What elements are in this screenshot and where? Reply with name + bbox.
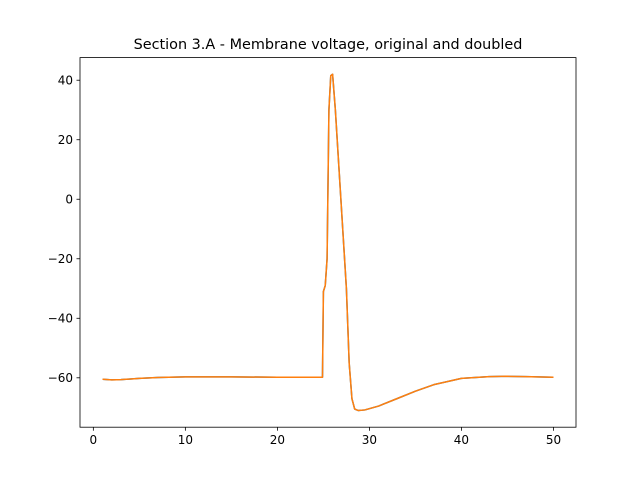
- series-layer: [102, 73, 554, 412]
- y-tick-label: −60: [48, 371, 73, 385]
- series-line-1: [102, 73, 554, 412]
- x-axis: 0 10 20 30 40 50: [90, 427, 561, 447]
- chart-title: Section 3.A - Membrane voltage, original…: [134, 37, 523, 53]
- y-axis: −60 −40 −20 0 20 40: [48, 74, 80, 385]
- y-tick-label: 0: [65, 193, 73, 207]
- y-tick-label: −20: [48, 252, 73, 266]
- x-tick-label: 10: [178, 433, 193, 447]
- y-tick-label: 40: [58, 74, 73, 88]
- x-tick-label: 40: [454, 433, 469, 447]
- x-tick-label: 30: [362, 433, 377, 447]
- x-tick-label: 20: [270, 433, 285, 447]
- plot-area-frame: [79, 57, 577, 428]
- y-tick-label: 20: [58, 133, 73, 147]
- x-tick-label: 50: [546, 433, 561, 447]
- y-tick-label: −40: [48, 312, 73, 326]
- x-tick-label: 0: [90, 433, 98, 447]
